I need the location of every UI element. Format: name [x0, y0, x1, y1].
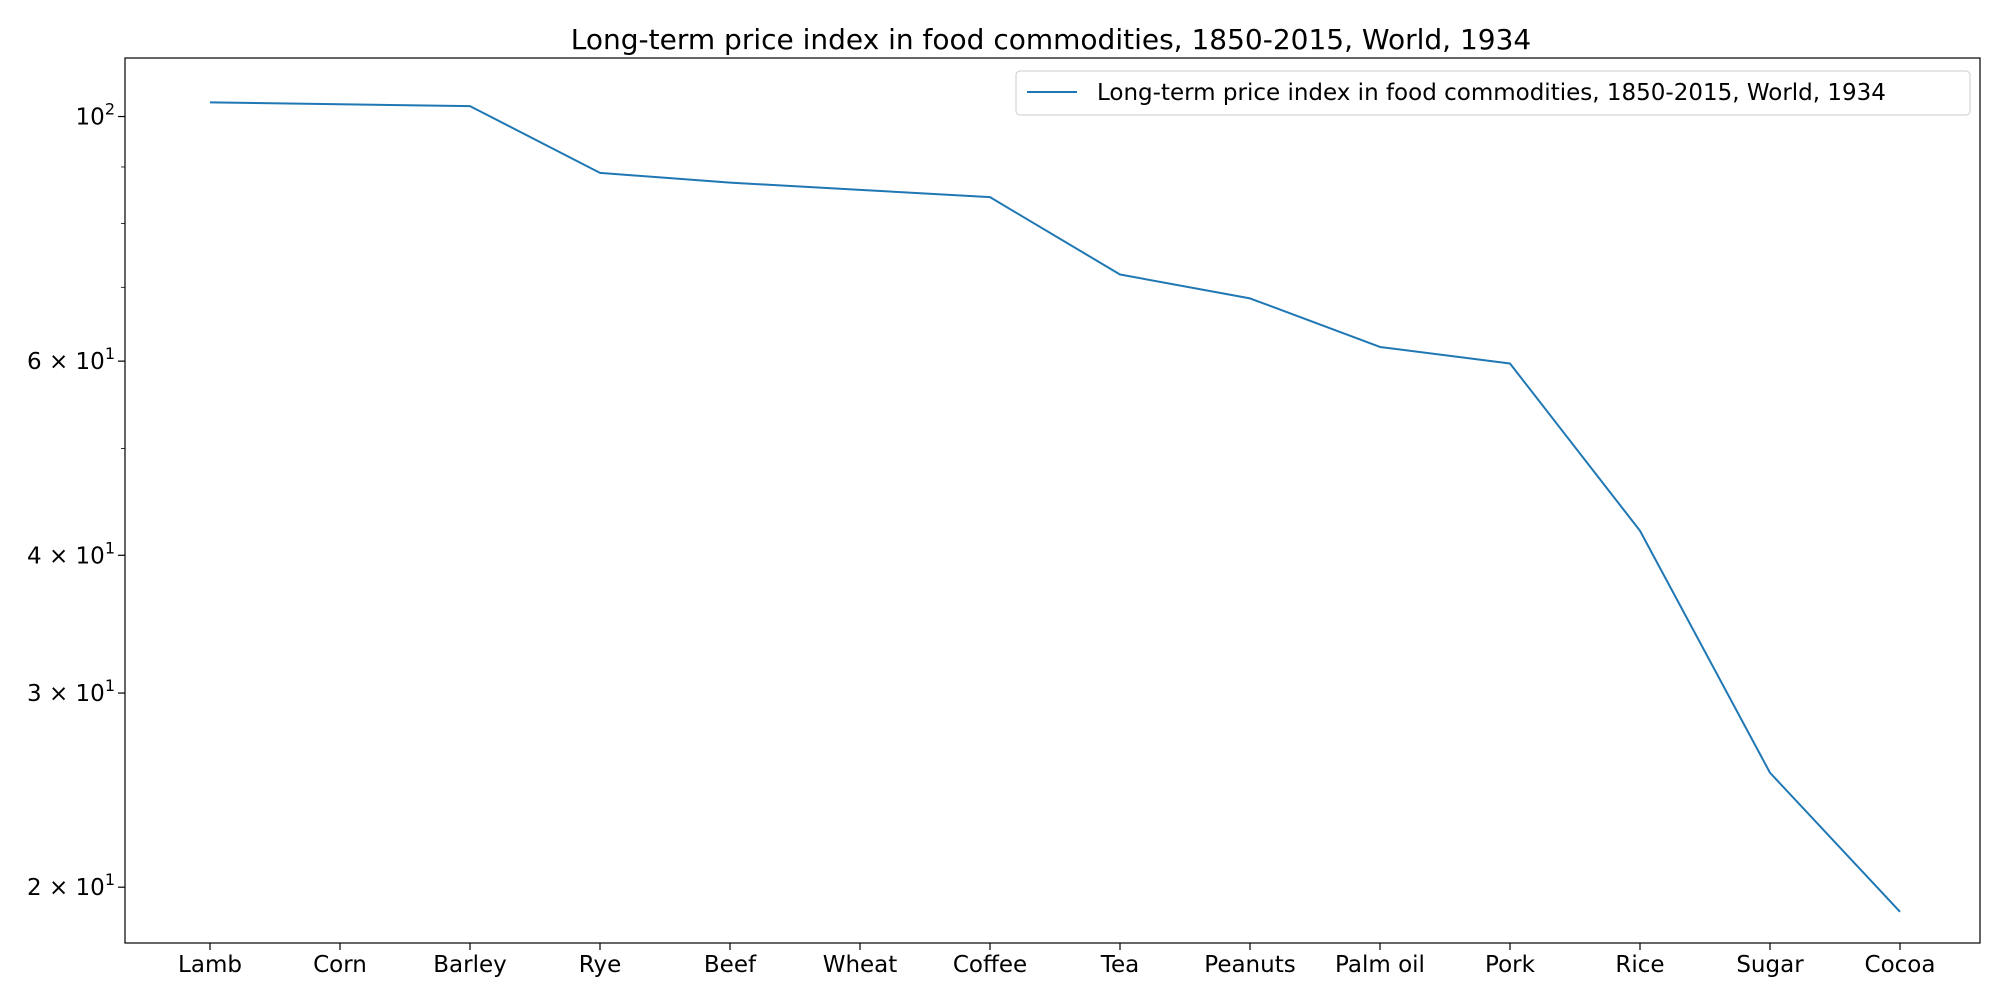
x-tick-label: Lamb — [178, 952, 242, 978]
chart-title: Long-term price index in food commoditie… — [571, 23, 1531, 56]
legend-label: Long-term price index in food commoditie… — [1097, 80, 1886, 106]
x-tick-label: Sugar — [1736, 952, 1804, 978]
x-tick-label: Cocoa — [1865, 952, 1936, 978]
x-tick-label: Coffee — [953, 952, 1027, 978]
series-layer — [209, 101, 1901, 913]
x-tick-label: Rye — [579, 952, 622, 978]
x-tick-label: Barley — [433, 952, 506, 978]
x-tick-label: Tea — [1100, 952, 1139, 978]
x-tick-label: Pork — [1485, 952, 1536, 978]
plot-area — [124, 57, 1981, 944]
x-tick-label: Palm oil — [1335, 952, 1425, 978]
y-tick-label: 4 × 101 — [27, 538, 115, 569]
y-axis: 102 6 × 101 4 × 101 3 × 101 2 × 101 — [27, 100, 125, 901]
series-line — [209, 101, 1901, 913]
x-tick-label: Beef — [704, 952, 757, 978]
x-tick-label: Peanuts — [1204, 952, 1295, 978]
y-tick-label: 102 — [76, 100, 115, 131]
y-tick-label: 3 × 101 — [27, 676, 115, 707]
y-tick-label: 2 × 101 — [27, 870, 115, 901]
x-tick-label: Rice — [1615, 952, 1664, 978]
x-axis: Lamb Corn Barley Rye Beef Wheat Coffee Tea Peanu… — [178, 943, 1935, 978]
x-tick-label: Corn — [313, 952, 367, 978]
y-tick-label: 6 × 101 — [27, 344, 115, 375]
legend: Long-term price index in food commoditie… — [1015, 70, 1971, 116]
x-tick-label: Wheat — [823, 952, 898, 978]
legend-box — [1015, 70, 1971, 116]
